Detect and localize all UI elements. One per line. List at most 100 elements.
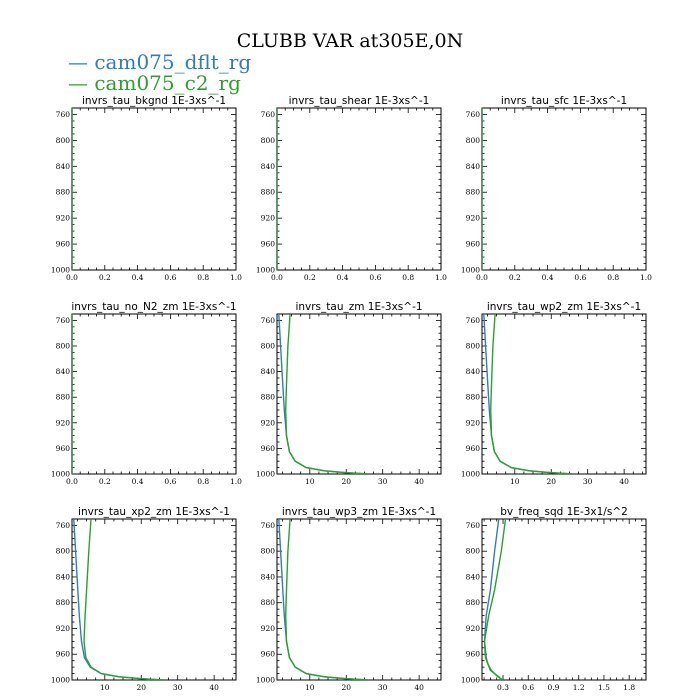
y-tick-label: 800 xyxy=(261,136,276,145)
x-tick-label: 20 xyxy=(341,477,351,486)
y-tick-label: 760 xyxy=(466,521,481,530)
panel-frame xyxy=(481,107,647,271)
panel-frame xyxy=(71,313,237,475)
y-tick-label: 1000 xyxy=(461,266,480,275)
y-tick-label: 1000 xyxy=(256,676,275,685)
y-tick-label: 840 xyxy=(261,162,276,171)
legend-entry-c2: — cam075_c2_rg xyxy=(68,71,241,95)
y-tick-label: 800 xyxy=(56,136,71,145)
x-tick-label: 40 xyxy=(414,683,424,692)
y-tick-label: 840 xyxy=(56,367,71,376)
x-tick-label: 1.5 xyxy=(598,683,610,692)
panel-5: invrs_tau_zm 1E-3xs^-1 760 800 840 880 920 960… xyxy=(256,301,442,486)
y-tick-label: 1000 xyxy=(461,676,480,685)
y-tick-label: 880 xyxy=(56,393,71,402)
series-line-c2 xyxy=(489,314,574,474)
y-tick-label: 960 xyxy=(466,240,481,249)
y-tick-label: 840 xyxy=(466,162,481,171)
series-line-dflt xyxy=(278,519,369,680)
series-line-dflt xyxy=(73,519,164,680)
y-tick-label: 1000 xyxy=(256,470,275,479)
legend-label-c2: — cam075_c2_rg xyxy=(68,71,241,95)
y-tick-label: 960 xyxy=(56,650,71,659)
x-tick-label: 0.6 xyxy=(574,273,586,282)
figure-title: CLUBB VAR at305E,0N xyxy=(237,30,463,52)
x-tick-label: 10 xyxy=(100,683,110,692)
x-tick-label: 30 xyxy=(173,683,183,692)
panel-title: invrs_tau_wp2_zm 1E-3xs^-1 xyxy=(487,301,641,313)
panel-1: invrs_tau_bkgnd 1E-3xs^-1 760 800 840 880 920… xyxy=(51,95,242,282)
series-line-dflt xyxy=(278,314,369,474)
y-tick-label: 920 xyxy=(261,214,276,223)
y-tick-label: 800 xyxy=(466,342,481,351)
y-tick-label: 760 xyxy=(261,521,276,530)
y-tick-label: 760 xyxy=(466,316,481,325)
x-tick-label: 1.8 xyxy=(623,683,635,692)
panel-title: invrs_tau_wp3_zm 1E-3xs^-1 xyxy=(282,506,436,518)
y-tick-label: 800 xyxy=(261,342,276,351)
panel-frame xyxy=(481,313,647,475)
panel-title: invrs_tau_bkgnd 1E-3xs^-1 xyxy=(82,95,226,107)
panel-3: invrs_tau_sfc 1E-3xs^-1 760 800 840 880 920 96… xyxy=(461,95,652,282)
y-tick-label: 880 xyxy=(261,188,276,197)
y-tick-label: 1000 xyxy=(51,266,70,275)
x-tick-label: 0.6 xyxy=(164,477,176,486)
x-tick-label: 30 xyxy=(378,477,388,486)
panel-title: bv_freq_sqd 1E-3x1/s^2 xyxy=(500,506,628,518)
x-tick-label: 20 xyxy=(136,683,146,692)
x-tick-label: 1.0 xyxy=(230,273,242,282)
y-tick-label: 840 xyxy=(56,572,71,581)
y-tick-label: 760 xyxy=(261,110,276,119)
y-tick-label: 880 xyxy=(466,393,481,402)
series-line-c2 xyxy=(284,519,369,680)
x-tick-label: 0.8 xyxy=(197,477,209,486)
panels: invrs_tau_bkgnd 1E-3xs^-1 760 800 840 880 920… xyxy=(51,95,652,692)
y-tick-label: 920 xyxy=(261,624,276,633)
x-tick-label: 0.6 xyxy=(164,273,176,282)
y-tick-label: 880 xyxy=(261,598,276,607)
x-tick-label: 40 xyxy=(209,683,219,692)
panel-frame xyxy=(276,107,442,271)
y-tick-label: 960 xyxy=(56,444,71,453)
x-tick-label: 0.6 xyxy=(522,683,534,692)
y-tick-label: 1000 xyxy=(256,266,275,275)
y-tick-label: 760 xyxy=(56,110,71,119)
y-tick-label: 960 xyxy=(261,444,276,453)
y-tick-label: 760 xyxy=(56,521,71,530)
x-tick-label: 0.8 xyxy=(197,273,209,282)
y-tick-label: 800 xyxy=(56,547,71,556)
legend: — cam075_dflt_rg — cam075_c2_rg xyxy=(68,50,251,95)
y-tick-label: 880 xyxy=(466,188,481,197)
x-tick-label: 0.8 xyxy=(607,273,619,282)
series-line-c2 xyxy=(83,519,164,680)
y-tick-label: 760 xyxy=(261,316,276,325)
y-tick-label: 760 xyxy=(466,110,481,119)
series-line-c2 xyxy=(284,314,369,474)
y-tick-label: 800 xyxy=(466,136,481,145)
x-tick-label: 30 xyxy=(583,477,593,486)
x-tick-label: 0.0 xyxy=(66,477,78,486)
legend-entry-dflt: — cam075_dflt_rg xyxy=(68,50,251,74)
panel-title: invrs_tau_xp2_zm 1E-3xs^-1 xyxy=(78,506,230,518)
panel-frame xyxy=(276,518,442,681)
x-tick-label: 20 xyxy=(341,683,351,692)
x-tick-label: 0.2 xyxy=(99,273,111,282)
x-tick-label: 20 xyxy=(546,477,556,486)
x-tick-label: 10 xyxy=(305,683,315,692)
series-line-dflt xyxy=(483,314,574,474)
panel-title: invrs_tau_shear 1E-3xs^-1 xyxy=(289,95,430,107)
y-tick-label: 960 xyxy=(466,650,481,659)
x-tick-label: 1.0 xyxy=(230,477,242,486)
y-tick-label: 920 xyxy=(261,418,276,427)
y-tick-label: 960 xyxy=(261,650,276,659)
y-tick-label: 840 xyxy=(466,572,481,581)
x-tick-label: 0.2 xyxy=(509,273,521,282)
x-tick-label: 40 xyxy=(619,477,629,486)
x-tick-label: 0.0 xyxy=(271,273,283,282)
panel-7: invrs_tau_xp2_zm 1E-3xs^-1 760 800 840 880 92… xyxy=(51,506,237,692)
panel-9: bv_freq_sqd 1E-3x1/s^2 760 800 840 880 920 960… xyxy=(461,506,647,692)
y-tick-label: 840 xyxy=(56,162,71,171)
x-tick-label: 40 xyxy=(414,477,424,486)
y-tick-label: 800 xyxy=(261,547,276,556)
